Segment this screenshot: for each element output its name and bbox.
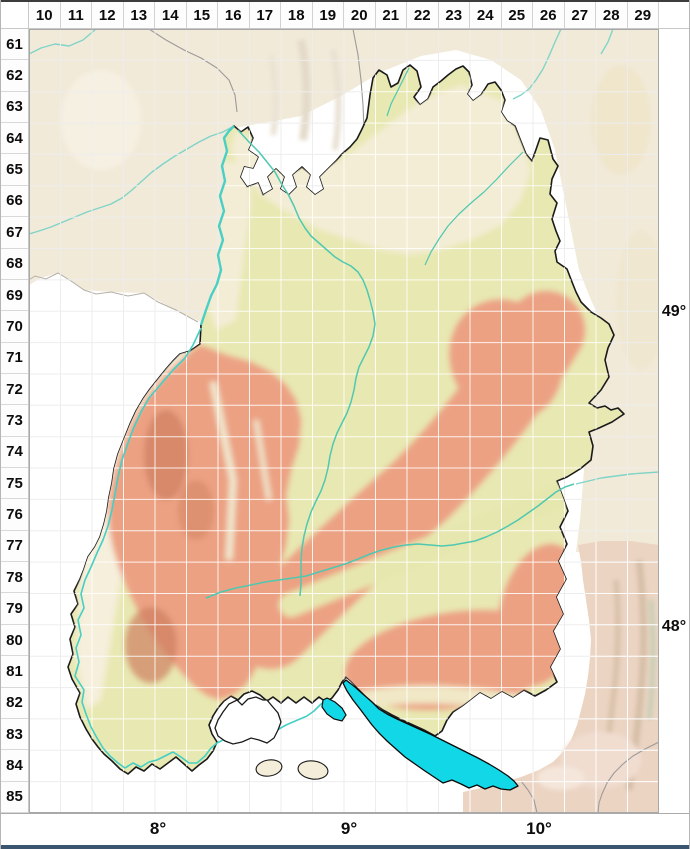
column-label: 28 xyxy=(596,2,628,28)
row-label: 82 xyxy=(1,687,28,719)
column-label: 18 xyxy=(281,2,313,28)
row-label: 66 xyxy=(1,185,28,218)
row-label: 67 xyxy=(1,217,28,249)
footer-bar xyxy=(1,813,689,845)
row-header-column: 61 62 63 64 65 66 67 68 69 70 71 72 73 74 75 76 77 78 79 80… xyxy=(1,29,29,813)
row-label: 63 xyxy=(1,91,28,124)
column-header-row: 10 11 12 13 14 15 16 17 18 19 20 21 22 23 24 25 26 27 28 29 xyxy=(1,2,689,29)
row-label: 65 xyxy=(1,154,28,186)
row-label: 77 xyxy=(1,530,28,563)
column-label: 27 xyxy=(564,2,596,28)
longitude-label-9: 9° xyxy=(340,819,358,838)
row-label: 84 xyxy=(1,750,28,782)
map-frame xyxy=(29,29,659,813)
column-label: 21 xyxy=(375,2,407,28)
row-label: 68 xyxy=(1,248,28,280)
row-label: 70 xyxy=(1,311,28,343)
river-rhine-border xyxy=(199,125,235,326)
column-label: 24 xyxy=(470,2,502,28)
row-label: 64 xyxy=(1,123,28,155)
column-label: 15 xyxy=(186,2,218,28)
column-label: 25 xyxy=(501,2,533,28)
column-label: 13 xyxy=(123,2,155,28)
corner-cell xyxy=(1,2,29,28)
lake-zeller-see xyxy=(321,697,347,722)
row-label: 85 xyxy=(1,781,28,813)
header-spacer xyxy=(659,2,689,28)
longitude-label-8: 8° xyxy=(149,819,167,838)
row-label: 61 xyxy=(1,29,28,61)
latitude-label-48: 48° xyxy=(661,618,687,635)
river-kocher xyxy=(424,151,524,266)
rivers-outside xyxy=(28,28,660,485)
column-labels: 10 11 12 13 14 15 16 17 18 19 20 21 22 23 24 25 26 27 28 29 xyxy=(29,2,659,28)
exclave-blob-1 xyxy=(255,759,283,777)
column-label: 10 xyxy=(29,2,61,28)
row-label: 69 xyxy=(1,279,28,312)
lake-constance xyxy=(342,679,519,791)
row-label: 78 xyxy=(1,562,28,594)
river-danube xyxy=(205,483,575,599)
row-label: 71 xyxy=(1,342,28,374)
row-label: 75 xyxy=(1,468,28,500)
exclave-blob-2 xyxy=(297,760,329,780)
alps-ridges xyxy=(537,559,656,791)
row-label: 73 xyxy=(1,405,28,437)
row-label: 72 xyxy=(1,373,28,406)
column-label: 26 xyxy=(533,2,565,28)
column-label: 14 xyxy=(155,2,187,28)
row-label: 81 xyxy=(1,656,28,688)
column-label: 11 xyxy=(60,2,92,28)
longitude-label-10: 10° xyxy=(526,819,552,838)
column-label: 16 xyxy=(218,2,250,28)
right-margin xyxy=(659,29,689,813)
column-label: 17 xyxy=(249,2,281,28)
neighbor-borders xyxy=(148,28,660,814)
latitude-label-49: 49° xyxy=(661,303,687,320)
top-border xyxy=(1,0,689,2)
row-label: 80 xyxy=(1,624,28,657)
terrain-edge-line xyxy=(28,272,199,323)
row-label: 76 xyxy=(1,499,28,531)
row-label: 74 xyxy=(1,436,28,469)
row-label: 79 xyxy=(1,593,28,625)
column-label: 22 xyxy=(407,2,439,28)
enclave-schaffhausen xyxy=(214,696,282,745)
river-neckar xyxy=(237,129,376,597)
map-canvas[interactable] xyxy=(28,28,666,814)
column-label: 12 xyxy=(92,2,124,28)
column-label: 29 xyxy=(627,2,659,28)
row-label: 62 xyxy=(1,60,28,92)
neighbor-terrain-texture xyxy=(61,39,666,370)
row-label: 83 xyxy=(1,718,28,751)
bottom-bar xyxy=(1,845,689,849)
column-label: 23 xyxy=(438,2,470,28)
terrain-map-svg xyxy=(28,28,666,814)
column-label: 20 xyxy=(344,2,376,28)
column-label: 19 xyxy=(312,2,344,28)
river-tauber xyxy=(386,67,410,117)
